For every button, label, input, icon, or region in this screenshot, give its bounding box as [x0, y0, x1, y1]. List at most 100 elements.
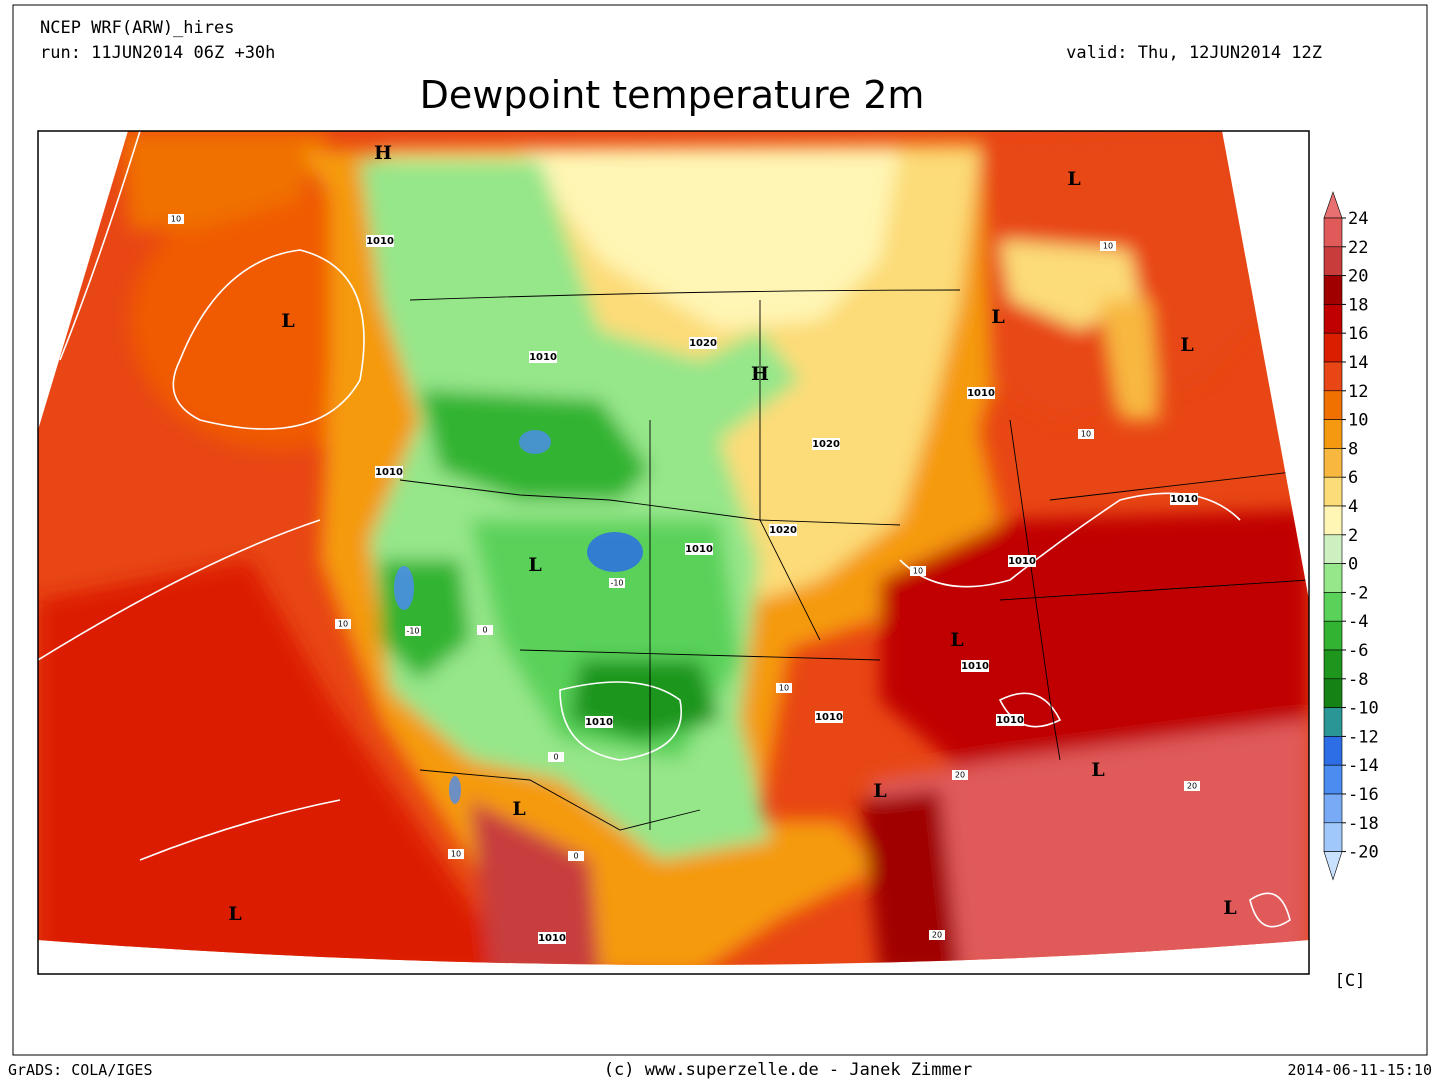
contour-label-box — [1078, 429, 1094, 439]
isobar-label-box — [585, 716, 613, 728]
valid-time: valid: Thu, 12JUN2014 12Z — [1066, 43, 1322, 63]
isobar-label: 1010 — [685, 544, 713, 555]
colorbar-label: -20 — [1348, 843, 1379, 863]
contour-label: -10 — [406, 627, 419, 636]
isobar-label: 1010 — [961, 661, 989, 672]
colorbar-label: 10 — [1348, 411, 1368, 431]
colorbar-box — [1323, 332, 1343, 363]
isobar-label-box — [961, 660, 989, 672]
isobar-label: 1020 — [812, 439, 840, 450]
colorbar-box — [1323, 217, 1343, 248]
contour-label: 10 — [1081, 430, 1091, 439]
contour-label-box — [568, 851, 584, 861]
colorbar-box — [1323, 592, 1343, 622]
pressure-center: L — [512, 798, 525, 820]
pressure-center: L — [950, 629, 963, 651]
isobar-label: 1010 — [996, 715, 1024, 726]
contour-label-box — [910, 566, 926, 576]
contour-label: 10 — [451, 850, 461, 859]
colorbar-label: -2 — [1348, 583, 1368, 603]
colorbar-label: -10 — [1348, 699, 1379, 719]
pressure-center: L — [1067, 168, 1080, 190]
map-frame — [37, 130, 1310, 975]
contour-label-box — [335, 619, 351, 629]
contour-label: -10 — [610, 579, 623, 588]
pressure-center: L — [1180, 334, 1193, 356]
pressure-center: L — [873, 780, 886, 802]
contour-label-box — [1100, 241, 1116, 251]
footer-right: 2014-06-11-15:10 — [1288, 1061, 1433, 1079]
isobar-label-box — [375, 466, 403, 478]
contour-label: 10 — [1103, 242, 1113, 251]
colorbar-label: 12 — [1348, 382, 1368, 402]
colorbar-box — [1323, 275, 1343, 305]
contour-label-box — [548, 752, 564, 762]
colorbar-box — [1323, 822, 1343, 852]
isobar-label-box — [996, 714, 1024, 726]
pressure-center: L — [1223, 897, 1236, 919]
colorbar-label: -18 — [1348, 814, 1379, 834]
colorbar-label: 6 — [1348, 468, 1358, 488]
contour-label: 10 — [779, 684, 789, 693]
colorbar-label: -16 — [1348, 785, 1379, 805]
isobar-label: 1010 — [585, 717, 613, 728]
colorbar-label: 0 — [1348, 555, 1358, 575]
isobar-label: 1020 — [769, 525, 797, 536]
colorbar-label: 4 — [1348, 497, 1358, 517]
colorbar-label: 20 — [1348, 267, 1368, 287]
pressure-center: L — [1091, 759, 1104, 781]
contour-label-box — [168, 214, 184, 224]
contour-label: 20 — [955, 771, 965, 780]
contour-label-box — [448, 849, 464, 859]
model-name: NCEP WRF(ARW)_hires — [40, 18, 234, 38]
colorbar-box — [1323, 505, 1343, 536]
isobar-label: 1010 — [815, 712, 843, 723]
pressure-center: L — [281, 310, 294, 332]
pressure-center: L — [528, 554, 541, 576]
colorbar-box — [1323, 793, 1343, 824]
colorbar-box — [1323, 448, 1343, 478]
isobar-label: 1010 — [375, 467, 403, 478]
contour-label: 10 — [338, 620, 348, 629]
contour-label-box — [776, 683, 792, 693]
colorbar-label: -8 — [1348, 670, 1368, 690]
footer-left: GrADS: COLA/IGES — [8, 1061, 153, 1079]
colorbar-arrow — [1323, 191, 1343, 219]
colorbar-label: 24 — [1348, 209, 1368, 229]
colorbar-box — [1323, 736, 1343, 766]
run-info: run: 11JUN2014 06Z +30h — [40, 43, 275, 63]
map-field — [38, 131, 1309, 965]
title: Dewpoint temperature 2m — [420, 73, 925, 117]
colorbar-box — [1323, 764, 1343, 795]
colorbar-box — [1323, 390, 1343, 420]
isobar-label-box — [529, 351, 557, 363]
isobar-label-box — [812, 438, 840, 450]
contour-label: 20 — [932, 931, 942, 940]
isobar-label: 1020 — [689, 338, 717, 349]
isobar-label-box — [538, 932, 566, 944]
isobar-label-box — [1008, 555, 1036, 567]
isobar-label: 1010 — [1170, 494, 1198, 505]
colorbar-label: -14 — [1348, 756, 1379, 776]
contour-label: 0 — [553, 753, 558, 762]
pressure-center: H — [374, 142, 392, 164]
colorbar-box — [1323, 563, 1343, 593]
contour-label-box — [609, 578, 625, 588]
colorbar-label: 8 — [1348, 439, 1358, 459]
colorbar-label: -6 — [1348, 641, 1368, 661]
colorbar-box — [1323, 304, 1343, 334]
page-frame — [12, 4, 1428, 1056]
isobar-label: 1010 — [529, 352, 557, 363]
isobar-label-box — [815, 711, 843, 723]
colorbar-box — [1323, 476, 1343, 507]
colorbar-box — [1323, 649, 1343, 680]
colorbar-box — [1323, 678, 1343, 708]
colorbar-box — [1323, 707, 1343, 737]
contour-label: 0 — [573, 852, 578, 861]
isobar-label-box — [1170, 493, 1198, 505]
contour-label: 10 — [913, 567, 923, 576]
colorbar-label: -12 — [1348, 727, 1379, 747]
isobar-label-box — [366, 235, 394, 247]
contour-label-box — [1184, 781, 1200, 791]
colorbar-label: 16 — [1348, 324, 1368, 344]
